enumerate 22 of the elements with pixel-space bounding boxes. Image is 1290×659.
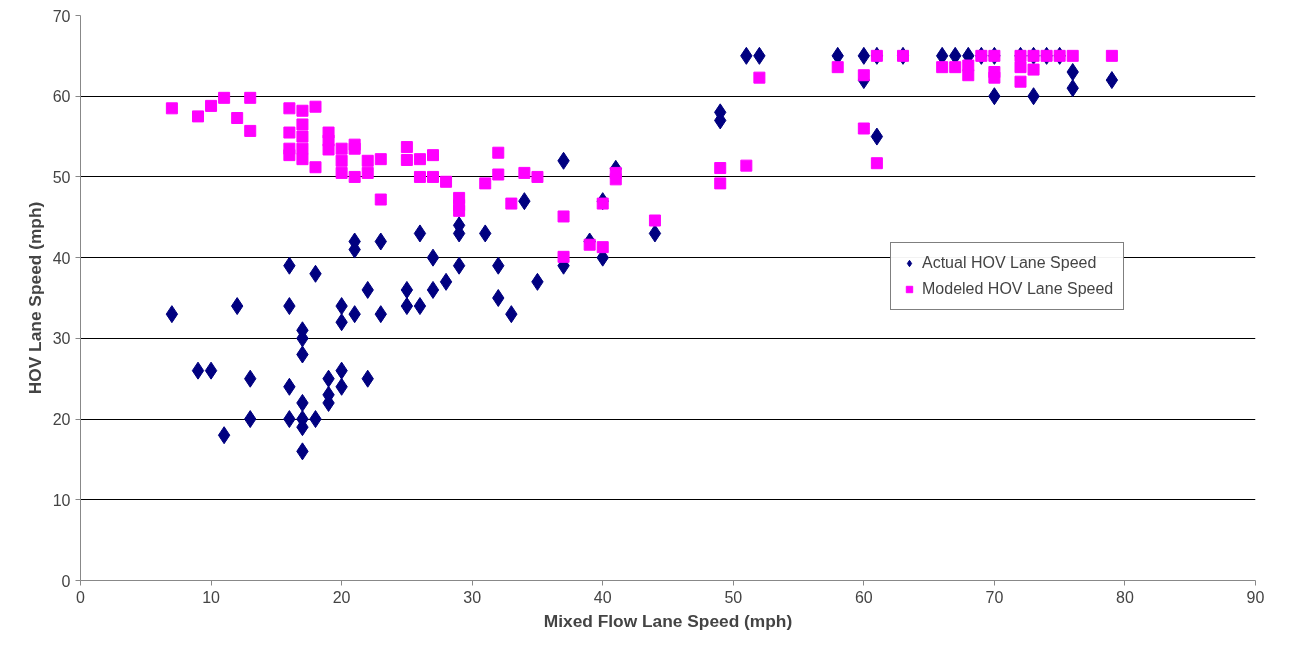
x-tick-label: 90 [1246, 588, 1265, 606]
x-tick-label: 20 [332, 588, 351, 606]
y-tick-label: 10 [52, 491, 71, 509]
y-tick-label: 0 [61, 572, 71, 590]
y-tick-label: 40 [52, 249, 71, 267]
x-tick-label: 70 [985, 588, 1004, 606]
x-tick-label: 80 [1116, 588, 1134, 606]
x-tick-label: 60 [854, 588, 873, 606]
y-tick-label: 20 [52, 411, 71, 429]
x-tick-label: 0 [76, 588, 86, 606]
y-tick-label: 50 [52, 168, 71, 186]
x-tick-label: 30 [463, 588, 482, 606]
y-tick-label: 70 [52, 7, 71, 25]
x-tick-label: 50 [724, 588, 743, 606]
y-tick-label: 60 [52, 88, 71, 106]
x-axis-title: Mixed Flow Lane Speed (mph) [543, 610, 793, 631]
x-tick-label: 40 [593, 588, 612, 606]
legend-label: Modeled HOV Lane Speed [922, 280, 1114, 298]
y-axis-title: HOV Lane Speed (mph) [24, 201, 45, 395]
y-tick-label: 30 [52, 330, 71, 348]
x-tick-label: 10 [202, 588, 221, 606]
legend-label: Actual HOV Lane Speed [922, 254, 1097, 272]
